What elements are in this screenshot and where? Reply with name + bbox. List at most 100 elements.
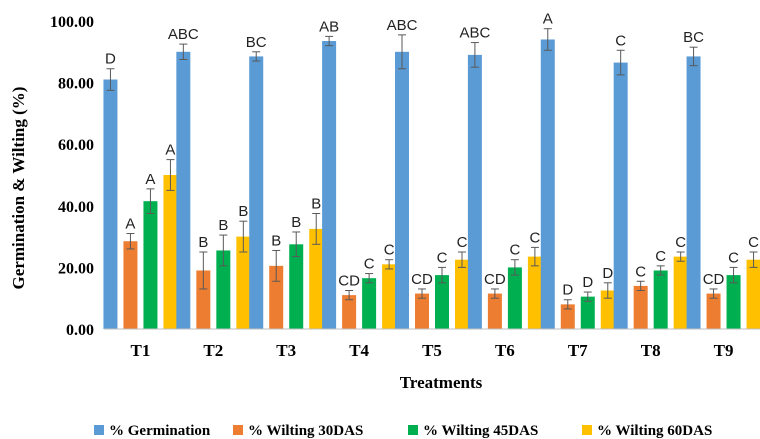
significance-letter: C [655, 248, 666, 265]
significance-letter: C [509, 242, 520, 259]
x-tick-label: T4 [349, 341, 369, 360]
significance-letter: B [218, 217, 228, 234]
bar [600, 290, 615, 329]
significance-letter: B [238, 203, 248, 220]
legend-label: % Wilting 60DAS [597, 423, 712, 439]
significance-letter: C [728, 249, 739, 266]
significance-letter: CD [411, 271, 433, 288]
significance-letter: C [635, 263, 646, 280]
significance-letter: AB [319, 18, 339, 35]
y-axis-ticks: 0.00 20.00 40.00 60.00 80.00 100.00 [50, 14, 94, 339]
significance-letter: B [291, 214, 301, 231]
significance-letter: C [457, 234, 468, 251]
bar [176, 51, 191, 330]
bar [123, 241, 138, 329]
significance-letter: C [675, 234, 686, 251]
bar [633, 285, 648, 329]
bar [686, 56, 701, 330]
legend-swatch [408, 425, 418, 435]
x-tick-label: T6 [495, 341, 515, 360]
bar [395, 51, 409, 330]
bar [289, 244, 304, 329]
bar [487, 293, 502, 329]
significance-letter: B [271, 232, 281, 249]
significance-letter: D [105, 51, 116, 68]
bar [613, 62, 628, 330]
x-axis-ticks: T1 T2 T3 T4 T5 T6 T7 T8 T9 [131, 341, 734, 360]
bar [507, 267, 522, 329]
significance-letter: C [615, 32, 626, 49]
bar [163, 175, 178, 329]
bar [309, 228, 324, 329]
significance-letter: CD [703, 271, 725, 288]
significance-letter: ABC [168, 26, 199, 43]
bar [342, 295, 357, 329]
significance-letter: D [562, 282, 573, 299]
significance-letter: A [145, 171, 155, 188]
x-tick-label: T5 [422, 341, 442, 360]
y-tick-label: 60.00 [58, 137, 94, 154]
y-tick-label: 0.00 [66, 322, 94, 339]
legend-swatch [582, 425, 592, 435]
bar [467, 54, 482, 329]
bar [362, 278, 377, 329]
x-tick-label: T2 [203, 341, 223, 360]
y-tick-label: 100.00 [50, 14, 94, 31]
x-tick-label: T8 [641, 341, 661, 360]
bar [103, 79, 118, 330]
bar [726, 275, 741, 329]
legend-swatch [94, 425, 104, 435]
bar [216, 250, 231, 329]
bar [706, 293, 721, 329]
significance-letter: BC [683, 29, 704, 46]
legend-label: % Germination [109, 423, 211, 439]
bar [435, 275, 449, 329]
significance-letter: C [384, 242, 395, 259]
bar [196, 270, 211, 329]
legend-swatch [233, 425, 243, 435]
y-tick-label: 40.00 [58, 199, 94, 216]
significance-letter: A [165, 142, 175, 159]
significance-letter: D [582, 274, 593, 291]
legend: % Germination % Wilting 30DAS % Wilting 45… [94, 423, 712, 439]
x-tick-label: T9 [714, 341, 734, 360]
significance-letter: C [748, 234, 759, 251]
bar [143, 201, 158, 329]
significance-letter: B [198, 234, 208, 251]
significance-letter: BC [246, 34, 267, 51]
significance-letter: C [529, 229, 540, 246]
bar [580, 296, 595, 329]
bar [527, 256, 542, 329]
bar [673, 256, 688, 329]
bar [415, 293, 429, 329]
bar [560, 304, 575, 329]
significance-letter: CD [484, 271, 506, 288]
bar [249, 56, 264, 330]
y-tick-label: 20.00 [58, 260, 94, 277]
significance-letter: C [437, 249, 448, 266]
x-tick-label: T7 [568, 341, 588, 360]
significance-letter: CD [338, 273, 360, 290]
bar [322, 41, 337, 330]
significance-letter: B [311, 196, 321, 213]
y-axis-title: Germination & Wilting (%) [9, 87, 28, 290]
x-tick-label: T3 [276, 341, 296, 360]
x-tick-label: T1 [131, 341, 151, 360]
significance-letter: A [125, 216, 135, 233]
bar [382, 264, 397, 329]
bar [540, 39, 555, 329]
legend-label: % Wilting 45DAS [423, 423, 538, 439]
bar [746, 259, 760, 329]
significance-letter: ABC [459, 25, 490, 42]
significance-letter: D [602, 265, 613, 282]
significance-letter: C [364, 256, 375, 273]
bar [236, 236, 251, 329]
significance-letter: A [543, 11, 553, 28]
significance-letter: ABC [387, 17, 418, 34]
y-tick-label: 80.00 [58, 76, 94, 93]
x-axis-title: Treatments [400, 373, 483, 392]
legend-label: % Wilting 30DAS [248, 423, 363, 439]
bar [455, 259, 469, 329]
